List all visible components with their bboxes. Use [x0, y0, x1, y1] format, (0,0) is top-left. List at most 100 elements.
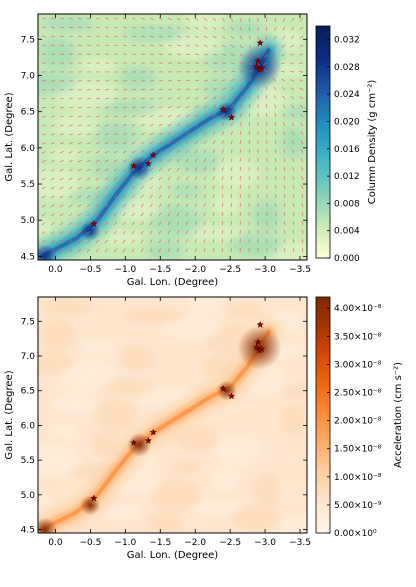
- acceleration-arrow: [185, 158, 189, 163]
- acceleration-arrow: [230, 158, 233, 163]
- acceleration-arrow: [113, 132, 118, 136]
- acceleration-arrow: [158, 230, 162, 235]
- acceleration-arrow: [95, 35, 100, 38]
- star-marker: [149, 151, 157, 159]
- colorbar: [315, 296, 331, 534]
- acceleration-arrow: [104, 17, 109, 20]
- acceleration-arrow: [275, 184, 277, 190]
- acceleration-arrow: [104, 106, 109, 109]
- acceleration-arrow: [273, 35, 277, 40]
- acceleration-arrow: [221, 113, 225, 118]
- acceleration-arrow: [185, 79, 190, 82]
- acceleration-arrow: [131, 168, 136, 172]
- acceleration-arrow: [281, 78, 286, 82]
- acceleration-arrow: [158, 203, 162, 208]
- acceleration-arrow: [212, 35, 217, 39]
- acceleration-arrow: [284, 221, 286, 226]
- x-tick-label: −3.0: [254, 265, 276, 275]
- acceleration-arrow: [77, 133, 82, 136]
- map-texture: [53, 391, 98, 416]
- acceleration-arrow: [140, 141, 145, 145]
- acceleration-arrow: [59, 168, 64, 172]
- map-texture: [149, 204, 202, 237]
- acceleration-arrow: [158, 158, 163, 163]
- acceleration-arrow: [149, 203, 153, 208]
- map-texture: [119, 346, 156, 371]
- acceleration-arrow: [167, 221, 171, 226]
- dense-clump: [216, 101, 237, 122]
- acceleration-arrow: [176, 44, 181, 47]
- acceleration-arrow: [149, 53, 155, 55]
- acceleration-arrow: [185, 35, 190, 38]
- acceleration-arrow: [167, 35, 172, 38]
- acceleration-arrow: [140, 230, 144, 235]
- acceleration-arrow: [239, 104, 243, 109]
- acceleration-arrow: [194, 239, 197, 244]
- acceleration-arrow: [248, 104, 251, 109]
- acceleration-arrow: [212, 140, 216, 145]
- map-texture: [174, 149, 219, 174]
- acceleration-arrow: [41, 17, 46, 20]
- map-texture: [50, 423, 79, 440]
- acceleration-arrow: [131, 97, 136, 100]
- acceleration-arrow: [283, 185, 286, 190]
- acceleration-arrow: [113, 168, 118, 172]
- acceleration-arrow: [203, 35, 208, 39]
- acceleration-arrow: [212, 158, 216, 163]
- acceleration-arrow: [290, 96, 295, 100]
- colorbar-tick-label: 0.004: [334, 227, 360, 237]
- acceleration-arrow: [95, 230, 100, 235]
- acceleration-arrow: [131, 44, 136, 47]
- map-texture: [50, 146, 79, 163]
- acceleration-arrow: [122, 17, 127, 20]
- acceleration-arrow: [86, 106, 91, 109]
- acceleration-arrow: [167, 53, 173, 55]
- acceleration-arrow: [131, 115, 136, 118]
- acceleration-arrow: [59, 89, 65, 91]
- acceleration-arrow: [158, 194, 162, 199]
- acceleration-arrow: [122, 212, 126, 217]
- acceleration-arrow: [248, 53, 252, 58]
- acceleration-arrow: [203, 79, 208, 82]
- acceleration-arrow: [59, 195, 64, 199]
- acceleration-arrow: [149, 114, 154, 118]
- acceleration-arrow: [221, 194, 224, 199]
- arrow-field: [41, 17, 304, 253]
- acceleration-arrow: [113, 248, 117, 253]
- acceleration-arrow: [289, 71, 295, 73]
- acceleration-arrow: [158, 132, 163, 136]
- acceleration-arrow: [95, 97, 100, 100]
- acceleration-arrow: [185, 17, 190, 21]
- acceleration-arrow: [50, 35, 56, 37]
- acceleration-arrow: [203, 131, 207, 136]
- acceleration-arrow: [283, 149, 286, 154]
- acceleration-arrow: [283, 212, 286, 217]
- acceleration-arrow: [122, 168, 127, 172]
- acceleration-arrow: [230, 149, 233, 154]
- acceleration-arrow: [274, 26, 277, 31]
- acceleration-arrow: [203, 221, 206, 226]
- acceleration-arrow: [122, 248, 126, 253]
- acceleration-arrow: [176, 123, 181, 127]
- acceleration-arrow: [194, 176, 198, 181]
- y-tick-label: 7.5: [21, 317, 35, 327]
- acceleration-arrow: [273, 44, 277, 49]
- map-texture: [229, 506, 282, 531]
- acceleration-arrow: [86, 177, 91, 181]
- acceleration-arrow: [140, 212, 144, 217]
- acceleration-arrow: [113, 97, 118, 100]
- acceleration-arrow: [149, 194, 153, 199]
- plot-frame: [37, 13, 308, 261]
- acceleration-arrow: [230, 70, 235, 73]
- acceleration-arrow: [158, 97, 163, 100]
- acceleration-arrow: [300, 149, 304, 154]
- acceleration-arrow: [185, 230, 188, 235]
- acceleration-arrow: [77, 248, 82, 253]
- acceleration-arrow: [221, 221, 224, 226]
- acceleration-arrow: [95, 89, 101, 91]
- acceleration-arrow: [140, 176, 145, 181]
- acceleration-arrow: [221, 131, 225, 136]
- acceleration-arrow: [266, 121, 268, 127]
- acceleration-arrow: [122, 177, 127, 181]
- acceleration-arrow: [86, 124, 91, 127]
